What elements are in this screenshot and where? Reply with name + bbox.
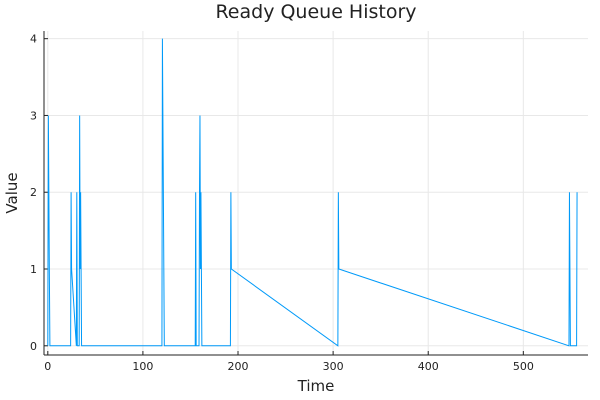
y-tick-label: 2: [30, 186, 37, 199]
y-tick-label: 1: [30, 263, 37, 276]
grid: [44, 31, 588, 355]
y-axis-label: Value: [3, 172, 21, 213]
x-axis-label: Time: [297, 377, 335, 395]
x-tick-label: 500: [513, 360, 534, 373]
x-tick-label: 400: [418, 360, 439, 373]
ticks: 0 100 200 300 400 500 0 1 2 3 4: [30, 33, 534, 373]
x-tick-label: 300: [323, 360, 344, 373]
x-tick-label: 100: [132, 360, 153, 373]
y-tick-label: 4: [30, 33, 37, 46]
x-tick-label: 200: [228, 360, 249, 373]
x-tick-label: 0: [44, 360, 51, 373]
axes: [43, 31, 588, 356]
y-tick-label: 0: [30, 340, 37, 353]
series-layer: [47, 38, 578, 347]
series-line-1: [47, 38, 578, 347]
y-tick-label: 3: [30, 109, 37, 122]
chart-title: Ready Queue History: [215, 1, 416, 23]
